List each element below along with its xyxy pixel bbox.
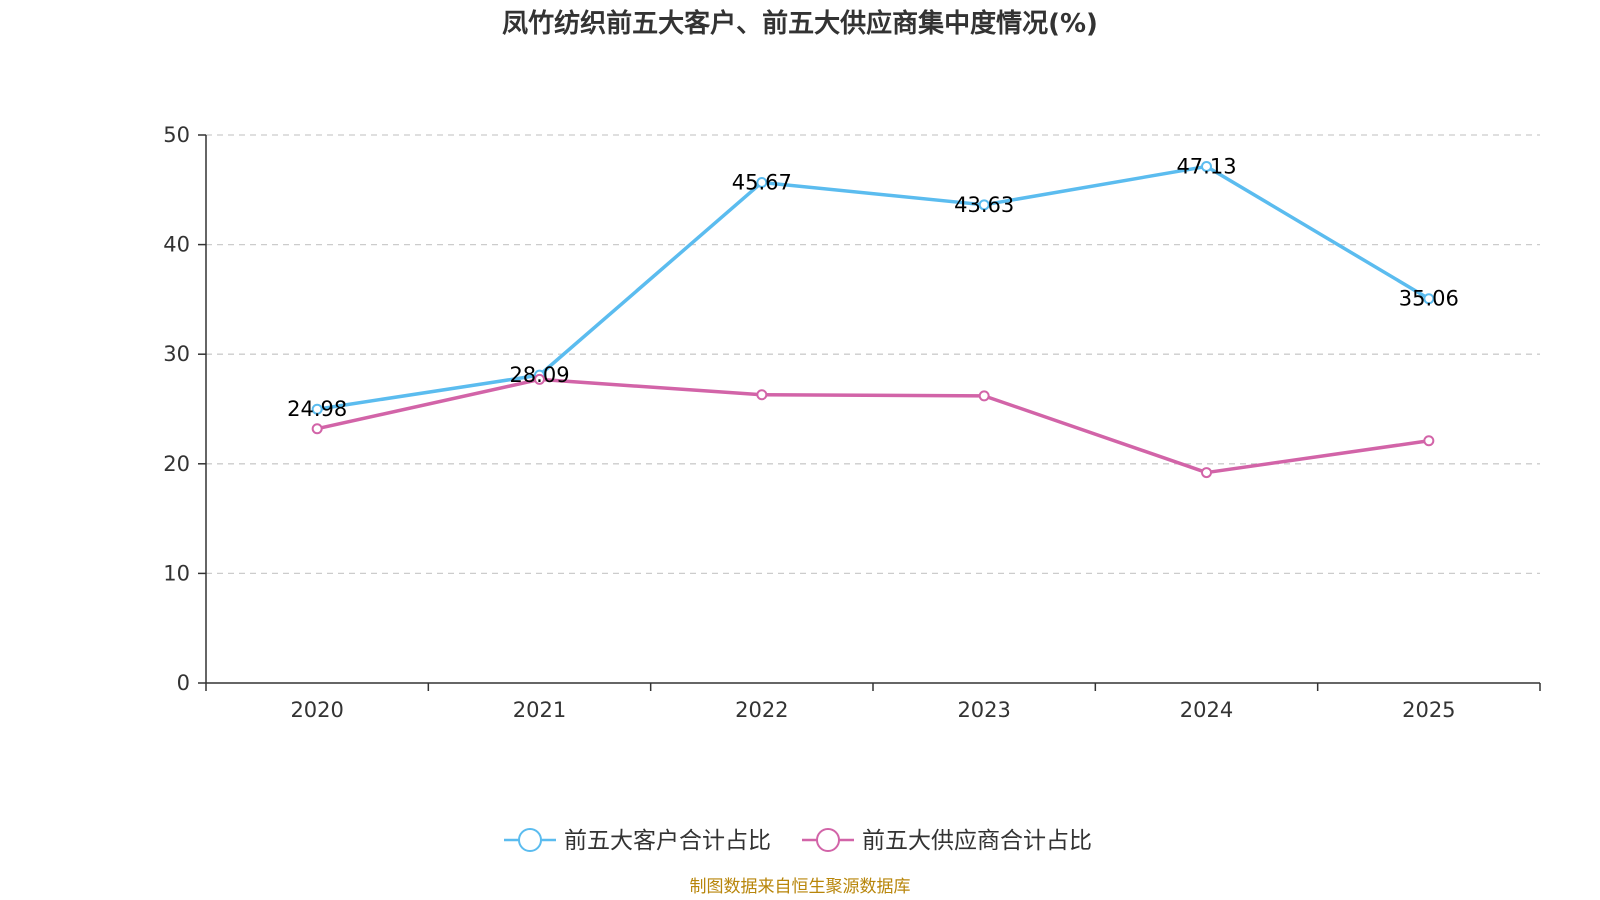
y-tick-label: 10	[163, 561, 190, 585]
x-tick-label: 2021	[513, 698, 566, 722]
data-point-suppliers[interactable]	[756, 389, 768, 401]
legend-label-suppliers: 前五大供应商合计占比	[862, 828, 1092, 854]
legend: 前五大客户合计占比 前五大供应商合计占比	[504, 828, 1092, 854]
series-line-suppliers	[316, 377, 1430, 475]
x-tick-label: 2023	[957, 698, 1010, 722]
series-line-customers	[316, 164, 1430, 411]
data-point-suppliers[interactable]	[1423, 435, 1435, 447]
x-tick-labels: 2020 2021 2022 2023 2024 2025	[290, 698, 1455, 722]
x-tick-label: 2024	[1180, 698, 1233, 722]
x-tick-label: 2022	[735, 698, 788, 722]
data-label: 43.63	[954, 193, 1014, 217]
x-tick-label: 2020	[290, 698, 343, 722]
x-tick-label: 2025	[1402, 698, 1455, 722]
data-point-customers[interactable]	[1201, 160, 1212, 172]
legend-marker-suppliers	[816, 828, 840, 852]
legend-label-customers: 前五大客户合计占比	[564, 828, 771, 854]
chart-title: 凤竹纺织前五大客户、前五大供应商集中度情况(%)	[502, 8, 1098, 39]
series-group	[311, 160, 1435, 479]
gridlines	[206, 134, 1540, 575]
data-label: 35.06	[1399, 287, 1459, 311]
legend-marker-customers	[518, 828, 542, 852]
data-point-customers[interactable]	[311, 403, 323, 415]
data-point-customers[interactable]	[978, 199, 990, 211]
data-point-suppliers[interactable]	[534, 373, 545, 385]
y-tick-label: 20	[163, 452, 190, 476]
y-tick-label: 50	[163, 123, 190, 147]
data-point-customers[interactable]	[756, 176, 768, 188]
y-tick-labels: 0 10 20 30 40 50	[163, 123, 190, 695]
data-point-suppliers[interactable]	[978, 390, 990, 402]
data-label: 47.13	[1176, 154, 1236, 178]
y-tick-label: 0	[177, 671, 190, 695]
axes	[198, 134, 1541, 691]
data-point-customers[interactable]	[1423, 293, 1435, 305]
data-label: 24.98	[287, 397, 347, 421]
y-tick-label: 40	[163, 233, 190, 257]
legend-item-suppliers[interactable]: 前五大供应商合计占比	[802, 828, 1092, 854]
data-label: 28.09	[509, 363, 569, 387]
data-point-suppliers[interactable]	[1201, 467, 1212, 479]
source-note: 制图数据来自恒生聚源数据库	[690, 877, 911, 897]
data-labels: 24.98 28.09 45.67 43.63 47.13 35.06	[287, 154, 1459, 421]
y-tick-label: 30	[163, 342, 190, 366]
data-label: 45.67	[732, 170, 792, 194]
data-point-suppliers[interactable]	[311, 423, 323, 435]
legend-item-customers[interactable]: 前五大客户合计占比	[504, 828, 771, 854]
